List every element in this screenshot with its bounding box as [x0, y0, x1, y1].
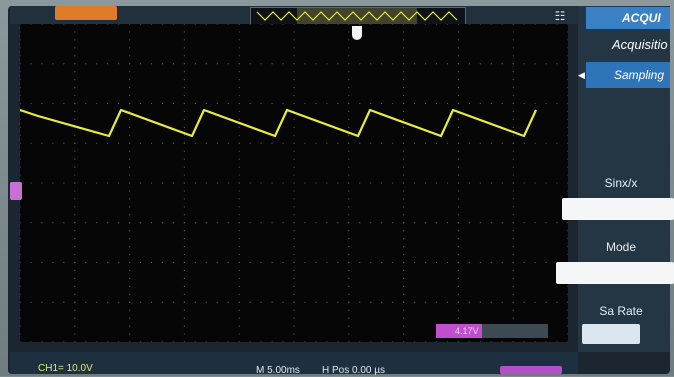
trigger-status-badge	[500, 366, 562, 374]
bottom-status-bar	[10, 352, 578, 374]
sarate-field[interactable]	[582, 324, 640, 344]
ch1-ground-marker	[10, 182, 22, 200]
left-triangle-icon: ◀	[578, 70, 585, 80]
horizontal-position-readout: H Pos 0.00 µs	[322, 365, 386, 376]
usb-icon: ☷	[554, 9, 566, 23]
trigger-level-text: 4.17V	[455, 326, 479, 336]
overview-waveform	[256, 8, 458, 24]
timebase-readout: M 5.00ms	[256, 365, 300, 376]
sinx-label: Sinx/x	[604, 176, 638, 190]
menu-item-sampling[interactable]: Sampling	[586, 62, 670, 88]
ch1-trace	[19, 108, 537, 138]
sarate-label: Sa Rate	[599, 304, 643, 318]
ch1-scale-readout: CH1= 10.0V	[38, 363, 93, 374]
waveform-overview	[250, 7, 466, 25]
trigger-position-marker	[352, 26, 362, 40]
waveform-display	[19, 23, 569, 343]
graticule	[19, 23, 569, 343]
menu-title: Acquisitio	[612, 37, 668, 52]
run-status-badge	[55, 6, 117, 20]
mode-field[interactable]	[556, 262, 674, 284]
sinx-field[interactable]	[562, 198, 674, 220]
trigger-level-fill	[436, 324, 482, 338]
mode-label: Mode	[605, 240, 637, 254]
menu-header: ACQUI	[586, 7, 670, 29]
